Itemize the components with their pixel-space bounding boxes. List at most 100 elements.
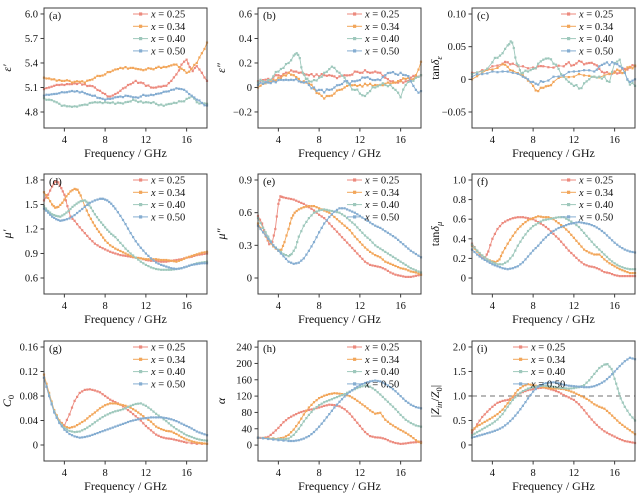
data-marker [384,230,387,233]
data-marker [391,71,395,74]
series-line-2 [471,383,636,435]
data-marker [282,252,285,256]
data-marker [613,370,616,373]
data-marker [605,255,609,258]
data-marker [542,58,545,61]
x-tick-label: 16 [609,468,620,479]
data-marker [526,229,530,233]
data-marker [417,68,420,71]
data-marker [384,437,387,441]
data-marker [565,387,568,390]
data-marker [302,410,305,413]
data-marker [603,407,606,410]
subplot-h: 0 40 80 120 160 200 240 4 8 12 16 Frequency / GHz α(… [214,333,428,500]
legend-label: x = 0.50 [364,46,399,57]
data-marker [351,232,354,235]
data-marker [190,442,193,445]
data-marker [73,214,76,217]
data-marker [157,414,160,417]
data-marker [501,63,504,66]
data-marker [142,415,145,418]
data-marker [593,63,596,66]
data-marker [343,214,346,217]
data-marker [116,211,119,214]
data-marker [376,225,379,228]
data-marker [381,74,384,77]
data-marker [160,92,163,95]
data-marker [300,201,303,204]
data-marker [259,84,262,87]
data-marker [580,245,583,248]
data-marker [580,395,583,398]
data-marker [517,64,520,67]
data-marker [501,222,504,225]
data-marker [407,269,410,272]
data-marker [346,79,349,83]
data-marker [343,224,346,227]
data-marker [381,82,384,85]
data-marker [88,101,91,105]
data-marker [501,399,504,402]
x-tick-label: 8 [103,135,108,146]
data-marker [356,385,359,388]
axes-frame [43,340,208,462]
data-marker [203,102,206,105]
data-marker [272,245,275,248]
data-marker [167,430,170,433]
data-marker [312,211,316,214]
data-marker [44,207,48,210]
data-marker [285,234,288,237]
data-marker [188,70,191,73]
data-marker [272,244,275,247]
data-marker [116,91,119,94]
data-marker [318,231,321,234]
data-marker [516,389,519,392]
data-marker [274,81,277,84]
data-marker [338,395,341,398]
data-marker [509,397,512,400]
legend-label: x = 0.34 [150,22,186,33]
data-marker [328,94,331,98]
data-marker [330,209,333,213]
data-marker [200,71,203,74]
data-marker [399,241,402,244]
data-marker [391,235,395,238]
data-marker [417,75,420,78]
data-marker [144,68,147,71]
data-marker [144,424,147,428]
data-marker [511,234,514,237]
data-marker [554,63,558,66]
data-marker [49,200,52,203]
data-marker [608,258,611,261]
data-marker [95,227,99,231]
data-marker [583,231,586,234]
x-tick-label: 8 [531,301,536,312]
data-marker [353,235,356,238]
data-marker [48,86,51,89]
data-marker [371,264,374,267]
data-marker [262,226,265,229]
data-marker [132,419,135,422]
data-marker [68,217,71,220]
data-marker [325,210,328,213]
data-marker [76,211,79,215]
data-marker [616,367,619,370]
data-marker [96,419,99,422]
data-marker [552,387,555,390]
data-marker [262,437,265,440]
data-marker [76,105,79,108]
data-marker [506,422,509,425]
data-marker [595,267,598,270]
data-marker [509,419,512,423]
data-marker [170,79,173,82]
data-marker [175,258,178,262]
data-marker [547,233,550,236]
data-marker [506,398,509,401]
y-tick-label: 160 [236,375,252,386]
data-marker [537,65,540,68]
data-marker [300,71,303,74]
data-marker [323,71,326,74]
data-marker [61,214,64,217]
data-marker [119,254,122,257]
data-marker [287,71,290,74]
